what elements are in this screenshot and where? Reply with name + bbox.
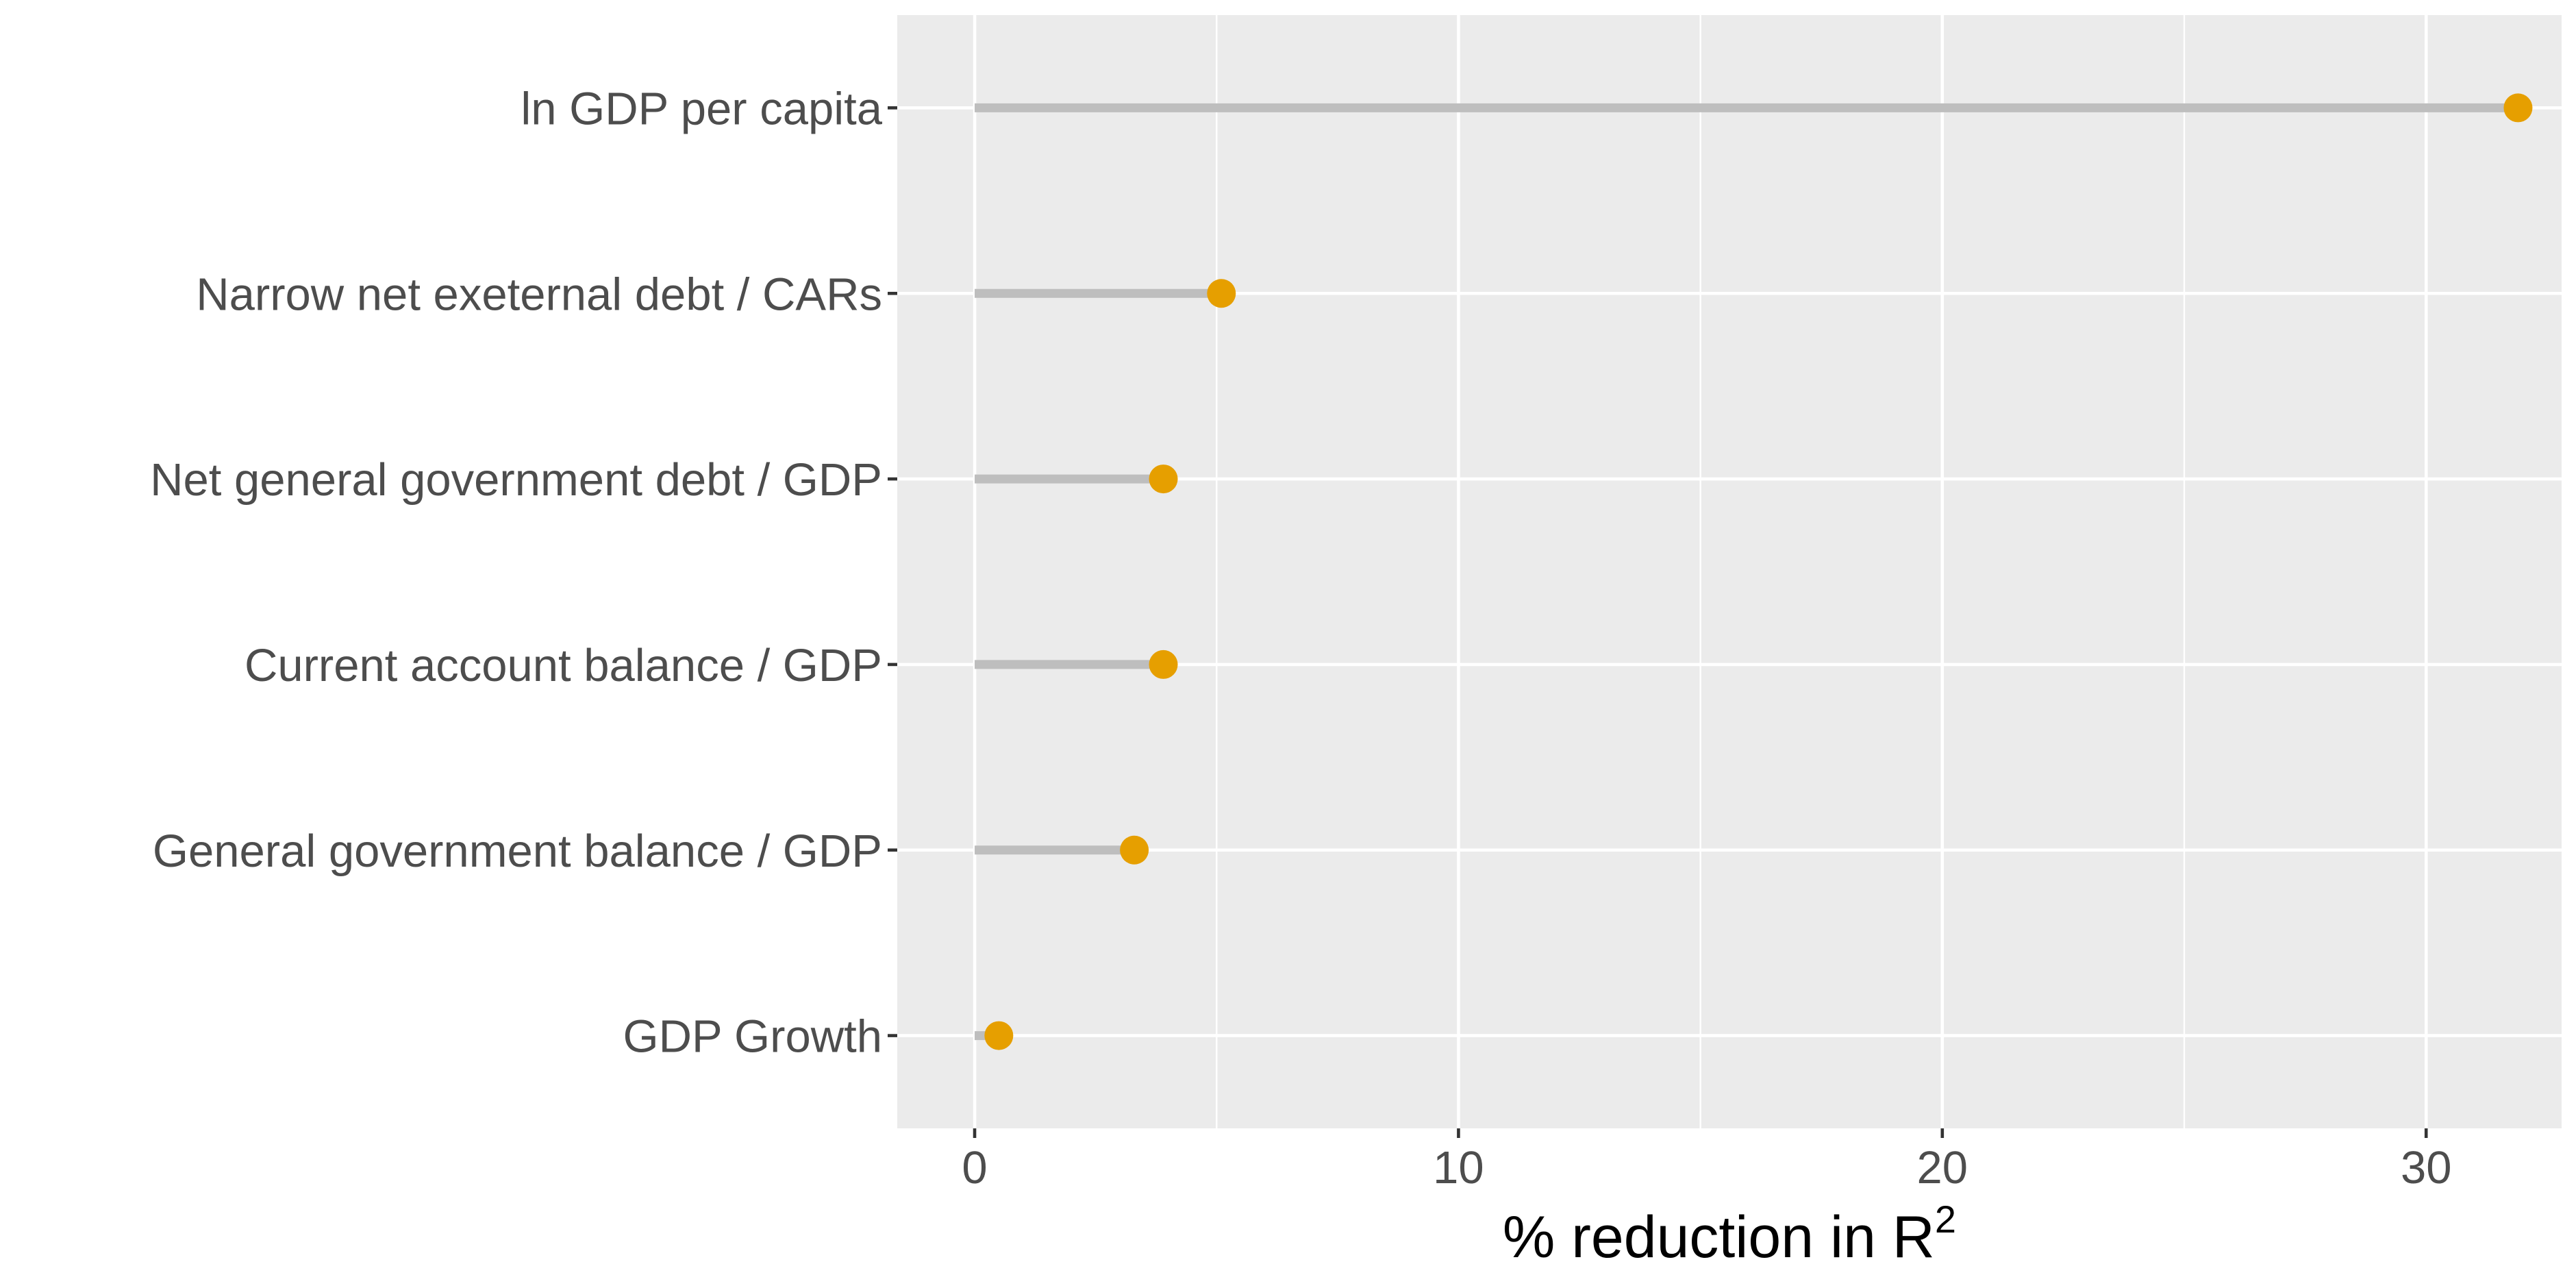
lollipop-point (2503, 93, 2533, 123)
category-label: General government balance / GDP (153, 826, 882, 877)
minor-gridlines (1216, 15, 2186, 1128)
x-axis-title: % reduction in R2 (1503, 1198, 1956, 1270)
lollipop-point (984, 1021, 1014, 1050)
lollipop-stems (975, 103, 2518, 1041)
lollipop-point (1207, 279, 1236, 308)
x-tick-label: 0 (962, 1142, 987, 1193)
category-label: GDP Growth (623, 1011, 882, 1063)
category-label: Net general government debt / GDP (150, 454, 882, 506)
x-tick-label: 10 (1433, 1142, 1484, 1193)
category-label: ln GDP per capita (521, 83, 882, 134)
x-tick-label: 20 (1917, 1142, 1968, 1193)
x-tick-label: 30 (2401, 1142, 2452, 1193)
lollipop-point (1149, 465, 1178, 494)
x-axis: 0 10 20 30 (962, 1128, 2451, 1193)
lollipop-points (984, 93, 2533, 1050)
category-label: Narrow net exeternal debt / CARs (196, 269, 882, 320)
lollipop-point (1120, 835, 1149, 865)
category-label: Current account balance / GDP (245, 640, 882, 691)
y-axis: ln GDP per capita Narrow net exeternal de… (150, 83, 897, 1063)
plot-panel (897, 15, 2562, 1128)
lollipop-point (1149, 649, 1178, 679)
